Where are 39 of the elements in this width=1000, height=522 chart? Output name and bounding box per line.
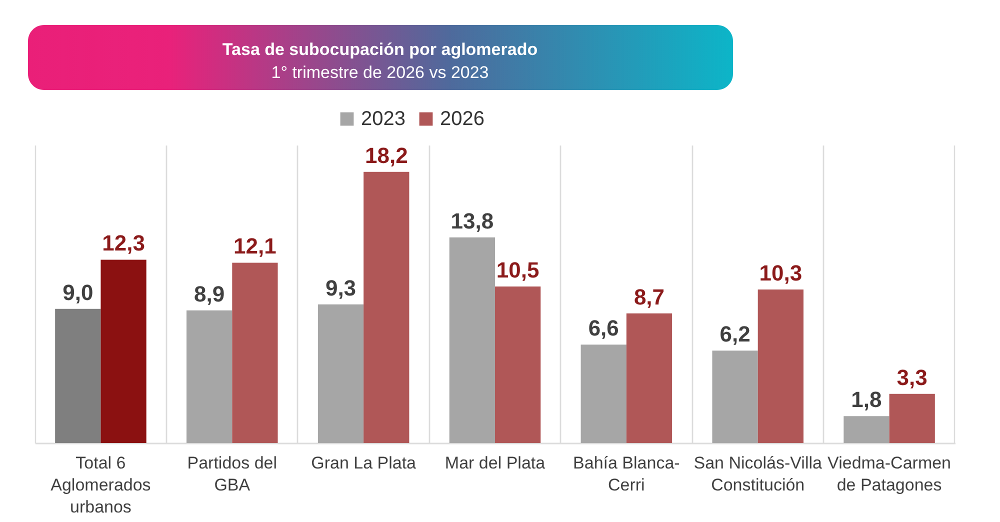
- bar: [100, 260, 146, 443]
- chart-title: Tasa de subocupación por aglomerado: [222, 40, 538, 59]
- data-label: 13,8: [450, 208, 494, 234]
- x-tick-label: Total 6 Aglomerados urbanos: [50, 454, 151, 516]
- data-label: 10,5: [496, 258, 540, 283]
- bar: [232, 262, 278, 443]
- x-tick-label: Mar del Plata: [444, 454, 546, 472]
- legend-label: 2026: [440, 108, 484, 130]
- data-label: 3,3: [896, 364, 928, 390]
- bar: [364, 172, 410, 443]
- x-tick-label: Gran La Plata: [311, 454, 417, 472]
- bar: [580, 344, 626, 443]
- data-label: 18,2: [364, 142, 408, 168]
- data-label: 12,1: [234, 234, 276, 259]
- x-tick-label: Viedma-Carmen de Patagones: [828, 454, 952, 494]
- bar: [889, 394, 935, 443]
- bar: [449, 237, 495, 443]
- data-label: 8,7: [634, 284, 665, 310]
- bar: [495, 286, 541, 443]
- data-label: 8,9: [194, 281, 225, 306]
- chart-subtitle: 1° trimestre de 2026 vs 2023: [271, 63, 489, 82]
- bar: [186, 310, 232, 443]
- bar: [844, 416, 890, 443]
- data-label: 6,2: [720, 322, 750, 347]
- bar: [318, 304, 364, 443]
- bar: [758, 290, 804, 443]
- bar: [55, 308, 101, 443]
- data-label: 10,3: [759, 260, 802, 286]
- data-label: 9,0: [62, 280, 94, 305]
- legend-label: 2023: [361, 108, 406, 130]
- data-label: 6,6: [588, 316, 619, 341]
- x-tick-label: Partidos del GBA: [187, 454, 278, 494]
- x-tick-label: San Nicolás-Villa Constitución: [694, 454, 822, 494]
- bar: [712, 350, 758, 443]
- bar: [626, 313, 672, 443]
- x-tick-label: Bahía Blanca- Cerri: [573, 454, 680, 494]
- data-label: 9,3: [325, 275, 356, 300]
- data-label: 12,3: [102, 230, 145, 256]
- data-label: 1,8: [851, 387, 882, 412]
